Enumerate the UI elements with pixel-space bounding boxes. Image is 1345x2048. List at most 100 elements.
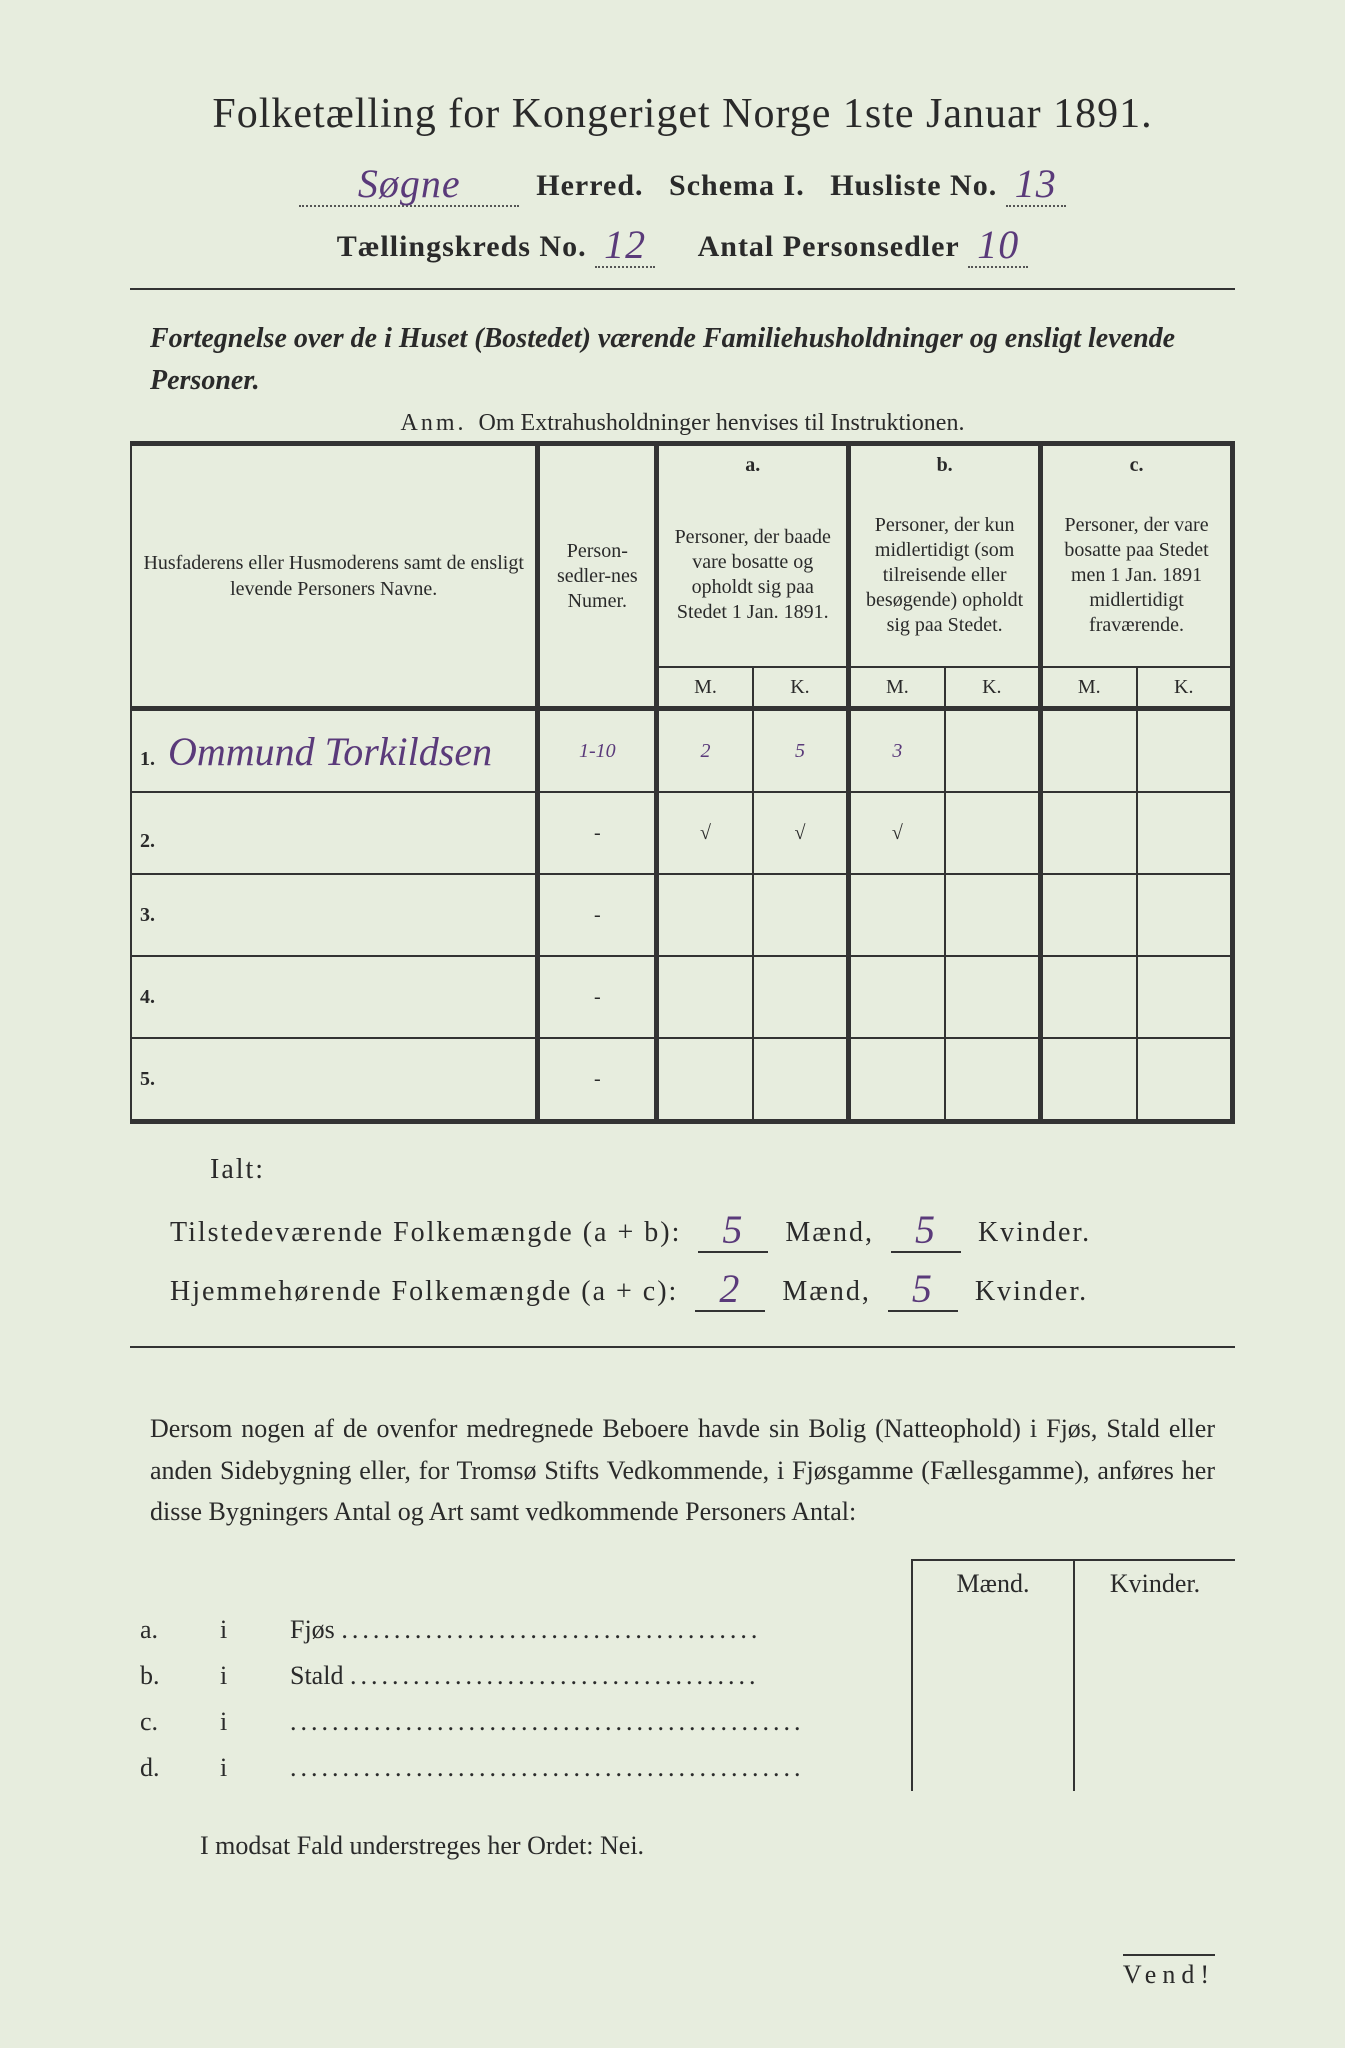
row-c-m (1041, 956, 1137, 1038)
row-a-m (657, 956, 753, 1038)
lower-row-i: i (210, 1653, 280, 1699)
row-num: 5. (140, 1068, 168, 1091)
subtitle: Fortegnelse over de i Huset (Bostedet) v… (150, 318, 1215, 402)
lower-row-text: ........................................… (280, 1699, 912, 1745)
lower-row-letter: a. (130, 1607, 210, 1653)
row-a-m: 2 (657, 709, 753, 793)
annotation-line: Anm. Om Extrahusholdninger henvises til … (130, 410, 1235, 437)
lower-row: c. i ...................................… (130, 1699, 1235, 1745)
row-a-k (753, 1038, 849, 1122)
col-a-head: Personer, der baade vare bosatte og opho… (657, 484, 849, 667)
row-sedler: - (538, 1038, 657, 1122)
row-b-k (945, 874, 1041, 956)
col-c-m: M. (1041, 667, 1137, 709)
tilstede-m: 5 (722, 1207, 744, 1252)
col-b-m: M. (849, 667, 945, 709)
paragraph: Dersom nogen af de ovenfor medregnede Be… (150, 1408, 1215, 1533)
lower-maend-head: Mænd. (912, 1560, 1074, 1607)
col-b-head: Personer, der kun midlertidigt (som tilr… (849, 484, 1041, 667)
table-row: 1.Ommund Torkildsen 1-10 2 5 3 (131, 709, 1233, 793)
row-b-k (945, 1038, 1041, 1122)
row-num: 4. (140, 986, 168, 1009)
kreds-no: 12 (604, 222, 646, 267)
row-c-k (1137, 792, 1233, 874)
row-b-k (945, 792, 1041, 874)
col-sedler-head: Person-sedler-nes Numer. (538, 444, 657, 709)
lower-row-label: Fjøs (290, 1615, 335, 1644)
row-c-k (1137, 1038, 1233, 1122)
row-b-m (849, 1038, 945, 1122)
row-a-k: 5 (753, 709, 849, 793)
col-b-letter-text: b. (937, 454, 953, 476)
col-b-letter: b. (849, 444, 1041, 485)
tilstede-line: Tilstedeværende Folkemængde (a + b): 5 M… (170, 1204, 1235, 1253)
row-c-m (1041, 1038, 1137, 1122)
col-name-head: Husfaderens eller Husmoderens samt de en… (131, 444, 538, 709)
row-b-k (945, 709, 1041, 793)
nei-line: I modsat Fald understreges her Ordet: Ne… (200, 1831, 1235, 1861)
anm-text: Om Extrahusholdninger henvises til Instr… (479, 410, 965, 436)
col-a-letter-text: a. (745, 454, 760, 476)
lower-row-label: Stald (290, 1661, 343, 1690)
main-table: Husfaderens eller Husmoderens samt de en… (130, 441, 1235, 1124)
antal-label: Antal Personsedler (698, 230, 960, 263)
lower-row-text: Fjøs ...................................… (280, 1607, 912, 1653)
col-a-letter: a. (657, 444, 849, 485)
row-b-m (849, 956, 945, 1038)
row-c-k (1137, 956, 1233, 1038)
tilstede-k: 5 (915, 1207, 937, 1252)
col-c-letter-text: c. (1130, 454, 1144, 476)
row-num: 1. (140, 748, 168, 771)
table-row: 2. - √ √ √ (131, 792, 1233, 874)
lower-row: b. i Stald .............................… (130, 1653, 1235, 1699)
ialt-label: Ialt: (210, 1154, 1235, 1186)
hjemme-k: 5 (912, 1266, 934, 1311)
col-c-head: Personer, der vare bosatte paa Stedet me… (1041, 484, 1233, 667)
lower-row-letter: c. (130, 1699, 210, 1745)
row-num: 2. (140, 830, 168, 853)
table-row: 4. - (131, 956, 1233, 1038)
lower-row-text: Stald ..................................… (280, 1653, 912, 1699)
lower-kvinder-head: Kvinder. (1074, 1560, 1235, 1607)
col-name-text: Husfaderens eller Husmoderens samt de en… (143, 552, 523, 600)
hjemme-line: Hjemmehørende Folkemængde (a + c): 2 Mæn… (170, 1263, 1235, 1312)
row-b-m: 3 (849, 709, 945, 793)
lower-row-letter: b. (130, 1653, 210, 1699)
kreds-label: Tællingskreds No. (337, 230, 587, 263)
row-num: 3. (140, 904, 168, 927)
kvinder-word: Kvinder. (975, 1276, 1088, 1307)
row-c-m (1041, 792, 1137, 874)
table-row: 3. - (131, 874, 1233, 956)
hjemme-m: 2 (719, 1266, 741, 1311)
col-c-k: K. (1137, 667, 1233, 709)
lower-row-i: i (210, 1699, 280, 1745)
col-a-k: K. (753, 667, 849, 709)
row-c-k (1137, 874, 1233, 956)
lower-row-i: i (210, 1745, 280, 1791)
header-line-2: Tællingskreds No. 12 Antal Personsedler … (130, 219, 1235, 268)
census-form-page: Folketælling for Kongeriget Norge 1ste J… (0, 0, 1345, 2048)
row-c-k (1137, 709, 1233, 793)
row-sedler: - (538, 792, 657, 874)
col-a-m: M. (657, 667, 753, 709)
row-b-m (849, 874, 945, 956)
row-b-m: √ (849, 792, 945, 874)
col-b-k: K. (945, 667, 1041, 709)
hjemme-label: Hjemmehørende Folkemængde (a + c): (170, 1276, 678, 1307)
kvinder-word: Kvinder. (978, 1217, 1091, 1248)
tilstede-label: Tilstedeværende Folkemængde (a + b): (170, 1217, 681, 1248)
herred-value: Søgne (358, 161, 461, 206)
row-a-k (753, 956, 849, 1038)
lower-row: a. i Fjøs ..............................… (130, 1607, 1235, 1653)
table-row: 5. - (131, 1038, 1233, 1122)
lower-row-i: i (210, 1607, 280, 1653)
row-a-k (753, 874, 849, 956)
antal-value: 10 (977, 222, 1019, 267)
schema-label: Schema I. (669, 169, 805, 202)
husliste-label: Husliste No. (830, 169, 997, 202)
header-line-1: Søgne Herred. Schema I. Husliste No. 13 (130, 158, 1235, 207)
col-c-letter: c. (1041, 444, 1233, 485)
lower-row-text: ........................................… (280, 1745, 912, 1791)
row-c-m (1041, 709, 1137, 793)
row-c-m (1041, 874, 1137, 956)
